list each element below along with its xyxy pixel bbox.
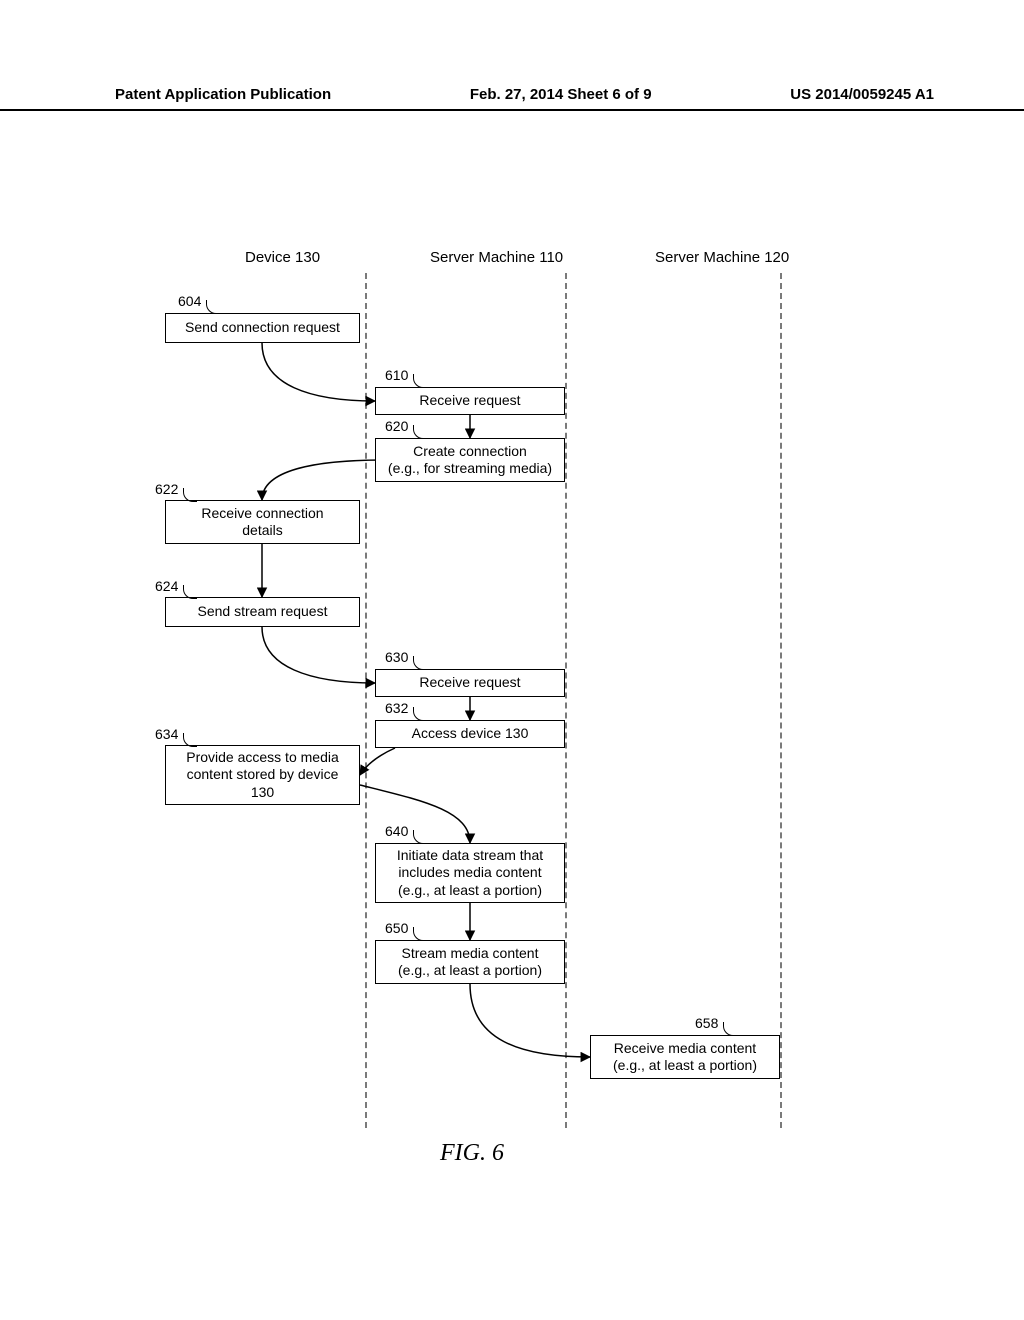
ref-label-658: 658 — [695, 1015, 718, 1031]
step-610: Receive request — [375, 387, 565, 415]
ref-label-630: 630 — [385, 649, 408, 665]
page-header: Patent Application Publication Feb. 27, … — [0, 86, 1024, 111]
header-right: US 2014/0059245 A1 — [790, 86, 934, 103]
ref-label-622: 622 — [155, 481, 178, 497]
ref-label-624: 624 — [155, 578, 178, 594]
ref-label-634: 634 — [155, 726, 178, 742]
lifeline-server1 — [565, 273, 567, 1128]
ref-tick-640 — [413, 830, 427, 844]
step-630: Receive request — [375, 669, 565, 697]
lifeline-device — [365, 273, 367, 1128]
ref-tick-630 — [413, 656, 427, 670]
ref-tick-610 — [413, 374, 427, 388]
ref-label-620: 620 — [385, 418, 408, 434]
step-634: Provide access to mediacontent stored by… — [165, 745, 360, 805]
connector-624-630 — [262, 627, 375, 683]
connector-604-610 — [262, 343, 375, 401]
lifeline-server2 — [780, 273, 782, 1128]
ref-label-610: 610 — [385, 367, 408, 383]
step-658: Receive media content(e.g., at least a p… — [590, 1035, 780, 1079]
lane-title-server2: Server Machine 120 — [655, 249, 789, 266]
header-left: Patent Application Publication — [115, 86, 331, 103]
sequence-diagram: Device 130 Server Machine 110 Server Mac… — [140, 245, 910, 1145]
lane-title-device: Device 130 — [245, 249, 320, 266]
step-632: Access device 130 — [375, 720, 565, 748]
ref-label-650: 650 — [385, 920, 408, 936]
ref-label-632: 632 — [385, 700, 408, 716]
ref-label-604: 604 — [178, 293, 201, 309]
ref-tick-604 — [206, 300, 220, 314]
figure-caption: FIG. 6 — [440, 1140, 504, 1167]
step-650: Stream media content(e.g., at least a po… — [375, 940, 565, 984]
step-624: Send stream request — [165, 597, 360, 627]
connector-650-658 — [470, 984, 590, 1057]
step-620: Create connection(e.g., for streaming me… — [375, 438, 565, 482]
step-640: Initiate data stream thatincludes media … — [375, 843, 565, 903]
step-604: Send connection request — [165, 313, 360, 343]
ref-tick-632 — [413, 707, 427, 721]
ref-label-640: 640 — [385, 823, 408, 839]
header-center: Feb. 27, 2014 Sheet 6 of 9 — [470, 86, 652, 103]
ref-tick-658 — [723, 1022, 737, 1036]
ref-tick-620 — [413, 425, 427, 439]
lane-title-server1: Server Machine 110 — [430, 249, 563, 266]
step-622: Receive connectiondetails — [165, 500, 360, 544]
ref-tick-650 — [413, 927, 427, 941]
